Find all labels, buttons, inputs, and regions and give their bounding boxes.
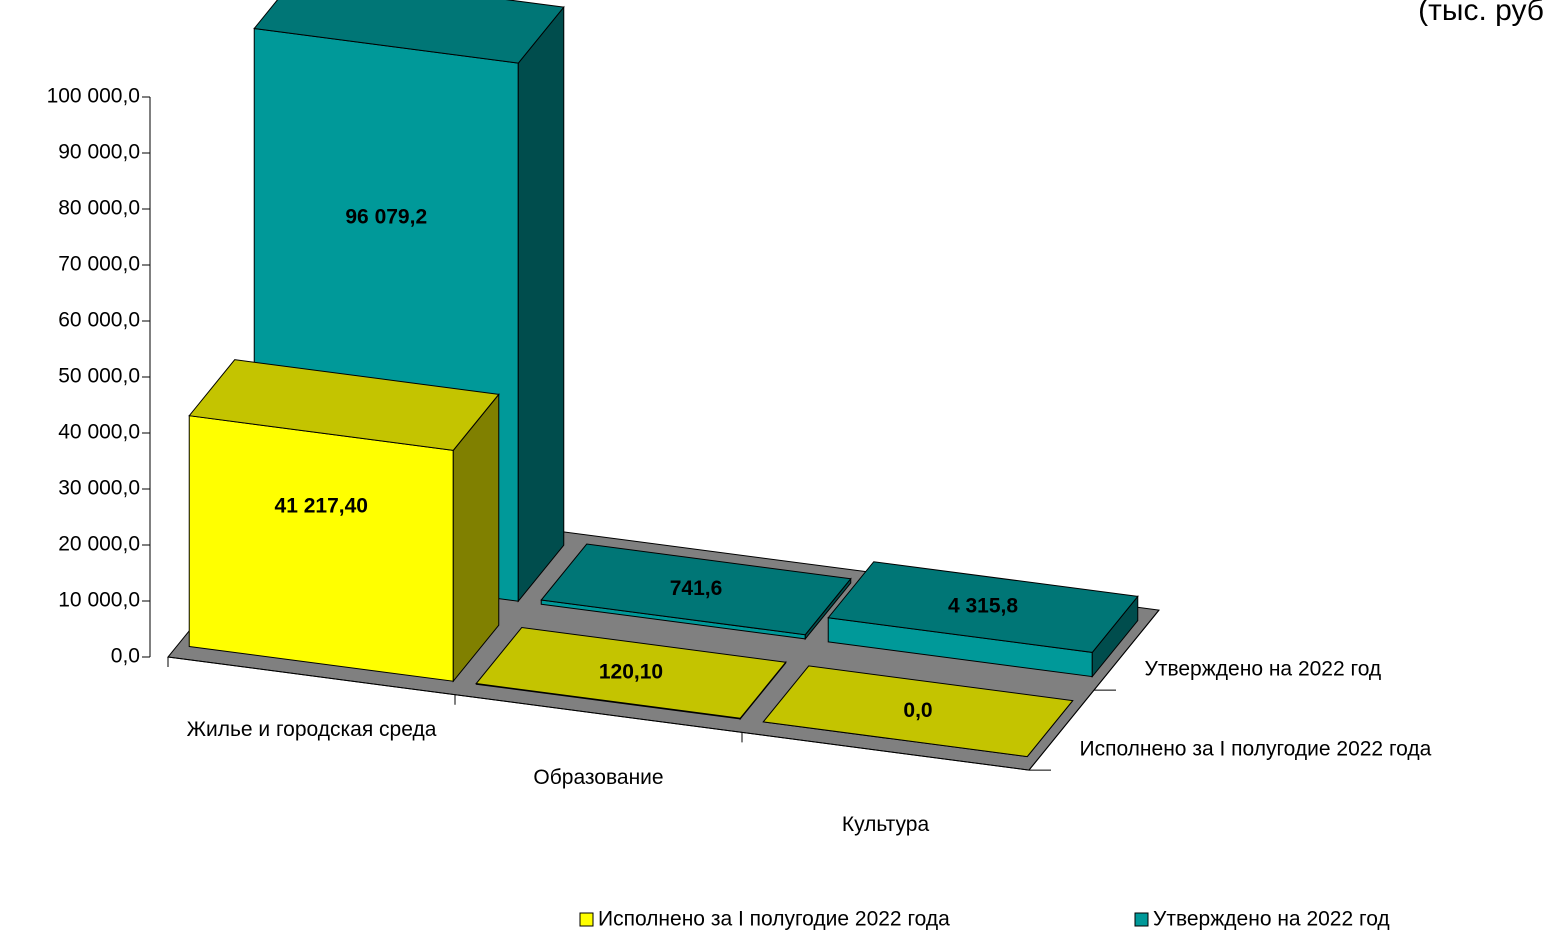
value-label: 120,10 xyxy=(599,660,663,683)
y-tick-label: 30 000,0 xyxy=(58,477,140,500)
unit-label: (тыс. руб xyxy=(1418,0,1544,27)
y-tick-label: 60 000,0 xyxy=(58,309,140,332)
y-tick-label: 10 000,0 xyxy=(58,589,140,612)
bar xyxy=(827,561,1139,679)
value-label: 96 079,2 xyxy=(345,206,427,229)
bar-top xyxy=(475,627,787,719)
bar xyxy=(762,665,1074,758)
bar xyxy=(475,627,787,721)
y-tick-label: 70 000,0 xyxy=(58,253,140,276)
y-tick-label: 50 000,0 xyxy=(58,365,140,388)
bar-top xyxy=(188,359,500,451)
series-label: Исполнено за I полугодие 2022 года xyxy=(1080,738,1432,761)
y-tick-label: 90 000,0 xyxy=(58,141,140,164)
y-tick-label: 80 000,0 xyxy=(58,197,140,220)
bar-top xyxy=(827,561,1139,653)
value-label: 41 217,40 xyxy=(275,494,368,517)
bar-side xyxy=(517,5,565,603)
value-label: 0,0 xyxy=(903,699,932,722)
value-label: 4 315,8 xyxy=(948,595,1018,618)
series-label: Утверждено на 2022 год xyxy=(1145,658,1382,681)
legend-label: Утверждено на 2022 год xyxy=(1153,908,1390,931)
bar-top xyxy=(762,665,1074,758)
bar xyxy=(188,359,500,683)
bar-top xyxy=(253,0,565,64)
legend-label: Исполнено за I полугодие 2022 года xyxy=(598,908,950,931)
y-tick-label: 0,0 xyxy=(111,645,140,668)
legend-swatch xyxy=(1134,912,1149,927)
bar-front xyxy=(188,415,454,682)
bar xyxy=(540,543,852,641)
y-tick-label: 40 000,0 xyxy=(58,421,140,444)
x-tick-label: Образование xyxy=(533,765,664,789)
x-tick-label: Культура xyxy=(841,813,930,837)
bar-top xyxy=(540,543,852,636)
y-tick-label: 20 000,0 xyxy=(58,533,140,556)
legend-swatch xyxy=(579,912,594,927)
x-tick-label: Жилье и городская среда xyxy=(186,717,437,741)
x-axis xyxy=(167,656,1030,771)
y-tick-label: 100 000,0 xyxy=(47,85,140,108)
value-label: 741,6 xyxy=(670,577,723,600)
